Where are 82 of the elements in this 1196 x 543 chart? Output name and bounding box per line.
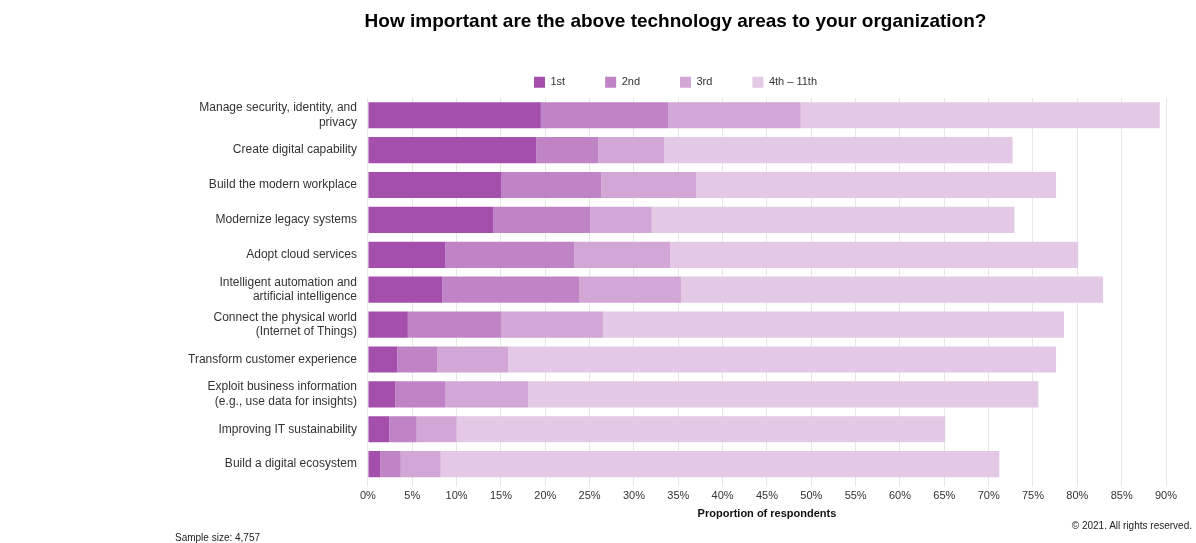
legend-label: 3rd xyxy=(696,75,713,88)
x-tick-label: 30% xyxy=(622,489,646,502)
x-tick-label: 10% xyxy=(445,489,468,502)
bar xyxy=(536,137,599,164)
bar xyxy=(380,451,401,478)
x-axis-title: Proportion of respondents xyxy=(697,507,837,520)
x-tick-label: 60% xyxy=(888,489,912,502)
bar xyxy=(445,241,575,268)
y-tick-label: Build a digital ecosystem xyxy=(224,456,357,471)
x-tick-label: 70% xyxy=(977,489,1000,502)
bar xyxy=(368,346,398,373)
y-tick-label: Modernize legacy systems xyxy=(215,212,357,227)
bar xyxy=(664,137,1013,164)
y-tick-label: Transform customer experience xyxy=(188,351,358,366)
x-tick-label: 35% xyxy=(667,489,690,502)
x-tick-label: 45% xyxy=(755,489,779,502)
bar xyxy=(651,206,1015,233)
bar xyxy=(389,416,417,443)
legend-label: 1st xyxy=(550,75,566,88)
bar xyxy=(395,381,446,408)
x-tick-label: 5% xyxy=(404,489,421,502)
x-tick-label: 25% xyxy=(578,489,601,502)
bar xyxy=(368,206,493,233)
x-tick-label: 0% xyxy=(360,489,377,502)
x-tick-label: 55% xyxy=(844,489,867,502)
bar xyxy=(680,276,1104,303)
bar xyxy=(442,276,579,303)
x-tick-label: 20% xyxy=(534,489,557,502)
bar xyxy=(368,381,396,408)
bar xyxy=(368,241,446,268)
y-tick-label: Build the modern workplace xyxy=(208,177,358,192)
bar xyxy=(696,171,1057,199)
y-tick-label: Improving IT sustainability xyxy=(218,421,357,436)
y-tick-label: Intelligent automation and artificial intelligence xyxy=(219,274,358,304)
legend-label: 4th – 11th xyxy=(768,75,818,88)
x-tick-label: 75% xyxy=(1021,489,1045,502)
y-tick-label: Manage security, identity, and privacy xyxy=(199,100,357,129)
x-tick-label: 50% xyxy=(800,489,823,502)
bar xyxy=(368,416,390,443)
chart-title: How important are the above technology areas to your organization? xyxy=(364,9,987,31)
x-tick-label: 85% xyxy=(1110,489,1133,502)
bar xyxy=(368,102,541,129)
bar xyxy=(456,416,946,443)
bar xyxy=(368,311,408,338)
x-tick-label: 40% xyxy=(711,489,734,502)
bar xyxy=(540,102,669,129)
bar xyxy=(528,381,1039,408)
bar xyxy=(440,451,1000,478)
bar xyxy=(800,102,1160,129)
text: Sample size: 4,757 xyxy=(175,531,261,543)
bar xyxy=(492,206,591,233)
legend-label: 2nd xyxy=(621,75,641,88)
x-tick-label: 65% xyxy=(933,489,956,502)
bar xyxy=(400,451,441,478)
bar xyxy=(668,102,801,129)
bar xyxy=(368,276,443,303)
bar xyxy=(368,137,537,164)
bar xyxy=(500,171,602,199)
bar xyxy=(670,241,1079,268)
x-tick-label: 15% xyxy=(489,489,513,502)
bar xyxy=(368,171,501,199)
bar xyxy=(601,171,697,199)
bar xyxy=(508,346,1057,373)
bar xyxy=(578,276,681,303)
bar xyxy=(416,416,457,443)
text: © 2021. All rights reserved. xyxy=(1071,519,1192,531)
bar xyxy=(590,206,652,233)
bar xyxy=(500,311,603,338)
y-tick-label: Exploit business information (e.g., use data for insights) xyxy=(207,379,357,408)
bar xyxy=(574,241,671,268)
bar xyxy=(397,346,438,373)
bar xyxy=(598,137,665,164)
bar xyxy=(445,381,529,408)
y-tick-label: Create digital capability xyxy=(232,142,357,157)
bar xyxy=(437,346,509,373)
x-tick-label: 90% xyxy=(1154,489,1178,502)
y-tick-label: Connect the physical world (Internet of Things) xyxy=(213,309,357,339)
y-tick-label: Adopt cloud services xyxy=(246,247,357,262)
bar xyxy=(368,451,381,478)
bar xyxy=(407,311,501,338)
bar xyxy=(602,311,1065,338)
x-tick-label: 80% xyxy=(1066,489,1089,502)
